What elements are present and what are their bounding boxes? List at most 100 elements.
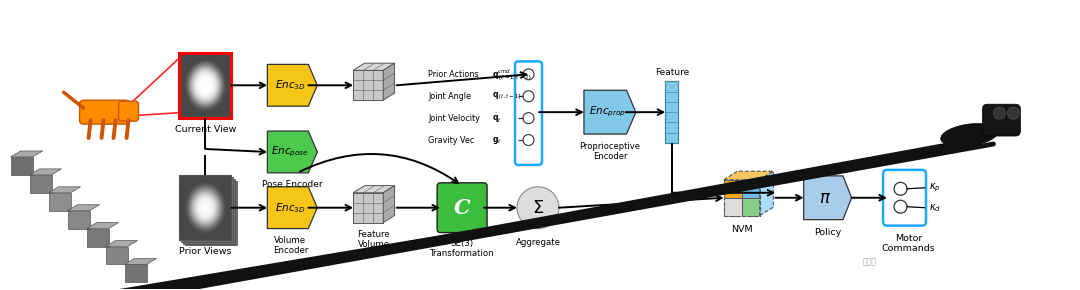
- Text: Prior Views: Prior Views: [179, 247, 232, 256]
- Ellipse shape: [202, 81, 210, 90]
- Bar: [68, 211, 90, 229]
- Ellipse shape: [197, 196, 215, 219]
- Text: Feature: Feature: [654, 68, 689, 77]
- Ellipse shape: [197, 74, 215, 97]
- Ellipse shape: [198, 199, 213, 217]
- Text: Pose Encoder: Pose Encoder: [262, 180, 323, 189]
- Polygon shape: [724, 198, 742, 216]
- Circle shape: [523, 91, 534, 102]
- Polygon shape: [11, 151, 42, 157]
- Bar: [181, 177, 233, 242]
- Ellipse shape: [191, 189, 220, 226]
- Circle shape: [894, 200, 907, 213]
- FancyBboxPatch shape: [983, 104, 1021, 136]
- Ellipse shape: [204, 205, 207, 210]
- FancyBboxPatch shape: [515, 61, 542, 165]
- Text: $\kappa_p$: $\kappa_p$: [930, 182, 941, 194]
- Polygon shape: [584, 90, 636, 134]
- Polygon shape: [353, 70, 383, 100]
- Circle shape: [994, 107, 1005, 119]
- FancyBboxPatch shape: [883, 170, 926, 226]
- Text: Prior Actions: Prior Actions: [428, 70, 478, 79]
- Bar: [183, 179, 235, 244]
- Text: Volume
Encoder: Volume Encoder: [272, 235, 308, 255]
- Bar: [179, 175, 231, 240]
- Bar: [179, 53, 231, 118]
- Text: $\dot{\mathbf{q}}_t$: $\dot{\mathbf{q}}_t$: [492, 111, 502, 125]
- Ellipse shape: [198, 76, 213, 95]
- Polygon shape: [353, 186, 394, 193]
- Text: Feature
Volume: Feature Volume: [357, 230, 390, 249]
- Circle shape: [1008, 107, 1020, 119]
- Bar: [29, 175, 52, 193]
- Polygon shape: [124, 258, 157, 264]
- Polygon shape: [742, 198, 759, 216]
- Circle shape: [523, 69, 534, 80]
- Polygon shape: [86, 223, 119, 229]
- FancyBboxPatch shape: [119, 101, 138, 121]
- Ellipse shape: [192, 69, 218, 101]
- Ellipse shape: [194, 72, 216, 99]
- Ellipse shape: [200, 201, 211, 215]
- Text: NVM: NVM: [731, 225, 753, 234]
- Polygon shape: [268, 64, 318, 106]
- Text: Joint Angle: Joint Angle: [428, 92, 471, 101]
- Ellipse shape: [187, 62, 224, 108]
- Polygon shape: [759, 171, 773, 216]
- Polygon shape: [68, 205, 99, 211]
- Text: Enc$_{prop}$: Enc$_{prop}$: [589, 105, 626, 119]
- Ellipse shape: [185, 60, 226, 110]
- Text: $\Sigma$: $\Sigma$: [531, 199, 544, 217]
- Polygon shape: [383, 186, 394, 223]
- Bar: [185, 181, 237, 245]
- Bar: [86, 229, 109, 246]
- Ellipse shape: [941, 124, 998, 147]
- Text: Gravity Vec: Gravity Vec: [428, 135, 474, 144]
- Text: Proprioceptive
Encoder: Proprioceptive Encoder: [579, 142, 640, 162]
- Polygon shape: [353, 63, 394, 70]
- Bar: [124, 264, 147, 282]
- Ellipse shape: [187, 185, 224, 231]
- Polygon shape: [106, 240, 137, 246]
- Bar: [49, 193, 70, 211]
- Text: Aggregate: Aggregate: [515, 238, 561, 246]
- Ellipse shape: [192, 192, 218, 224]
- Polygon shape: [29, 169, 62, 175]
- Ellipse shape: [189, 65, 222, 106]
- Polygon shape: [353, 193, 383, 223]
- Circle shape: [517, 187, 559, 229]
- FancyBboxPatch shape: [80, 100, 130, 124]
- Ellipse shape: [191, 67, 220, 104]
- Ellipse shape: [189, 187, 222, 228]
- Text: C: C: [454, 198, 471, 218]
- Text: Policy: Policy: [814, 228, 841, 237]
- Ellipse shape: [200, 78, 211, 92]
- Text: Enc$_{pose}$: Enc$_{pose}$: [271, 145, 309, 159]
- Ellipse shape: [194, 194, 216, 222]
- Polygon shape: [724, 171, 773, 180]
- Text: Current View: Current View: [175, 125, 237, 134]
- Ellipse shape: [204, 83, 207, 88]
- Polygon shape: [804, 176, 852, 220]
- Text: Enc$_{3D}$: Enc$_{3D}$: [274, 78, 305, 92]
- Bar: [106, 246, 127, 264]
- Circle shape: [523, 113, 534, 124]
- Text: Joint Velocity: Joint Velocity: [428, 114, 480, 123]
- FancyBboxPatch shape: [437, 183, 487, 233]
- Circle shape: [894, 182, 907, 195]
- Text: $\mathbf{g}_t$: $\mathbf{g}_t$: [492, 135, 502, 146]
- Polygon shape: [49, 187, 81, 193]
- Polygon shape: [383, 63, 394, 100]
- Text: $\mathbf{q}_{\{t,t-1\}}$: $\mathbf{q}_{\{t,t-1\}}$: [492, 91, 523, 102]
- Polygon shape: [724, 180, 742, 198]
- Polygon shape: [742, 180, 759, 198]
- Text: $\mathbf{q}^{cmd}_{\{t-1,t-2\}}$: $\mathbf{q}^{cmd}_{\{t-1,t-2\}}$: [492, 67, 532, 82]
- Circle shape: [523, 135, 534, 146]
- Text: $\kappa_d$: $\kappa_d$: [930, 202, 942, 214]
- Text: $\pi$: $\pi$: [819, 189, 832, 207]
- Ellipse shape: [185, 182, 226, 233]
- Text: 新智元: 新智元: [863, 257, 877, 266]
- Polygon shape: [268, 187, 318, 229]
- Ellipse shape: [202, 203, 210, 212]
- Bar: [665, 81, 678, 143]
